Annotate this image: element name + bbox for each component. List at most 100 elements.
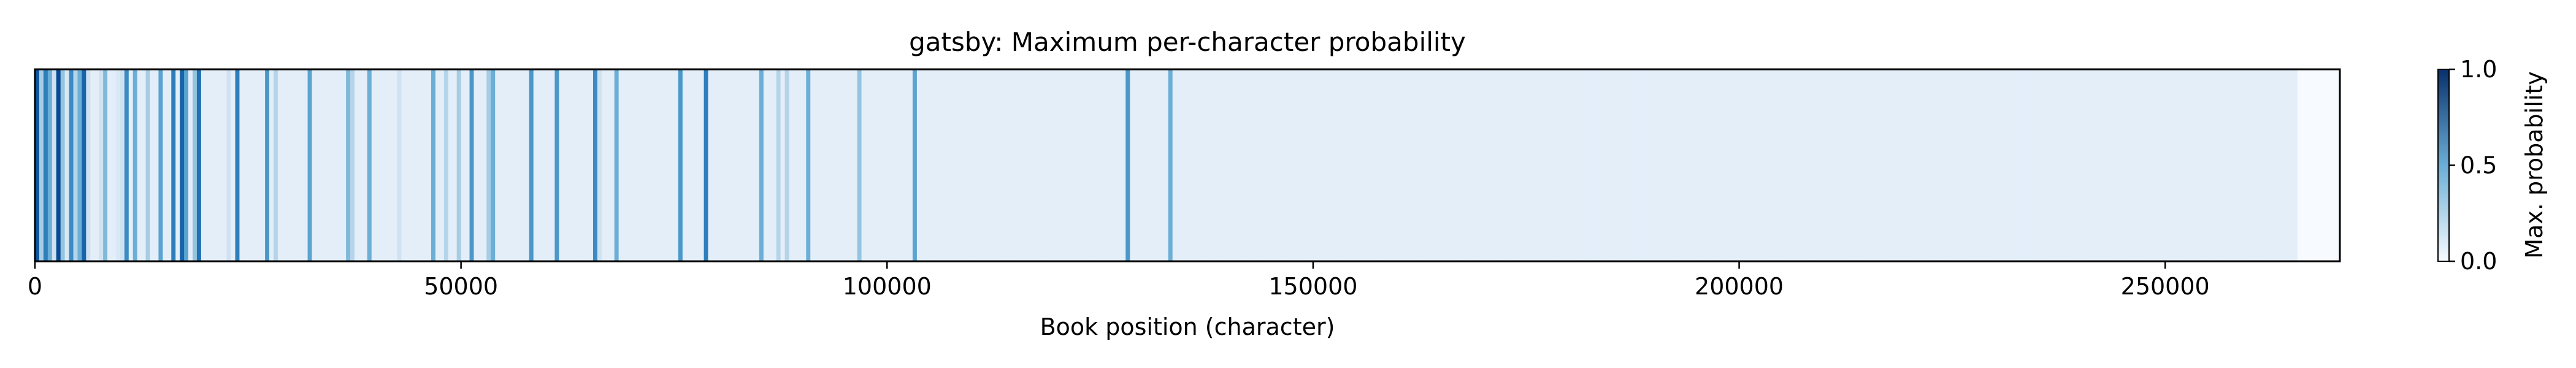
heat-strip [831,69,837,261]
heat-strip [1632,69,1638,261]
heat-strip [1019,69,1024,261]
heat-strip [1505,69,1509,261]
heat-strip [286,69,291,261]
heat-strip [2105,69,2110,261]
heat-strip [1053,69,1058,261]
heat-strip [1257,69,1262,261]
heat-strip [1296,69,1301,261]
heat-strip [2012,69,2017,261]
heat-strip [2280,69,2285,261]
heat-strip [1982,69,1987,261]
heat-strip [673,69,679,261]
heat-strip [1560,69,1565,261]
heat-strip [597,69,602,261]
heat-strip [1227,69,1233,261]
heat-strip [1539,69,1544,261]
heat-strip [252,69,257,261]
heat-strip [171,69,176,261]
heat-strip [976,69,981,261]
heat-strip [861,69,866,261]
heat-strip [776,69,781,261]
chart-title: gatsby: Maximum per-character probabilit… [909,27,1466,57]
heat-strip [418,69,423,261]
heat-strip [1211,69,1216,261]
heat-strip [1125,69,1130,261]
heat-strip [512,69,517,261]
heat-strip [572,69,577,261]
heat-strip [107,69,112,261]
heat-strip [443,69,449,261]
heat-strip [767,69,773,261]
heat-strip [1905,69,1910,261]
heat-strip [1449,69,1454,261]
heat-strip [145,69,150,261]
heat-strip [1402,69,1408,261]
heat-strip [789,69,794,261]
heat-strip [158,69,163,261]
heat-strip [605,69,611,261]
heat-strip [2084,69,2089,261]
heat-strip [1292,69,1297,261]
heat-strip [640,69,645,261]
heat-strip [439,69,445,261]
heat-strip [716,69,721,261]
heat-strip [1470,69,1476,261]
heat-strip [623,69,627,261]
heat-strip [73,69,78,261]
heat-strip [1598,69,1603,261]
heat-strip [644,69,649,261]
heat-strip [883,69,887,261]
heat-strip [86,69,91,261]
heat-strip [1006,69,1011,261]
heat-strip [815,69,819,261]
heat-strip [384,69,389,261]
heat-strip [2088,69,2093,261]
heat-strip [2122,69,2127,261]
heat-strip [682,69,688,261]
heat-strip [2067,69,2072,261]
heat-strip [592,69,598,261]
heat-strip [1232,69,1237,261]
heat-strip [1879,69,1885,261]
heat-strip [333,69,338,261]
heat-strip [1986,69,1991,261]
heat-strip [324,69,329,261]
heat-strip [1279,69,1284,261]
heat-strip [69,69,74,261]
heat-strip [2271,69,2277,261]
heat-strip [585,69,589,261]
heat-strip [1002,69,1007,261]
heat-strip [482,69,487,261]
heat-strip [1811,69,1816,261]
heat-strip [1373,69,1378,261]
heat-strip [180,69,185,261]
heat-strip [77,69,82,261]
heat-strip [1594,69,1599,261]
heat-strip [1666,69,1671,261]
heat-strip [1679,69,1684,261]
heat-strip [1590,69,1595,261]
heat-strip [1790,69,1795,261]
colorbar-axis: 0.0 0.5 1.0 [2449,56,2497,275]
heat-strip [1624,69,1629,261]
heat-strip [1083,69,1088,261]
heat-strip [1956,69,1961,261]
x-tick-label: 200000 [1695,273,1784,300]
heat-strip [1636,69,1642,261]
heat-strip [112,69,117,261]
heat-strip [712,69,717,261]
heat-strip [1360,69,1365,261]
heat-strip [380,69,385,261]
heat-strip [1462,69,1467,261]
heat-strip [491,69,496,261]
heat-strip [337,69,342,261]
heat-strip [1803,69,1808,261]
heat-strip [205,69,210,261]
heat-strip [1487,69,1492,261]
heat-strip [1032,69,1037,261]
heat-strip [878,69,883,261]
heat-strip [47,69,53,261]
heat-strip [2003,69,2008,261]
heat-strip [1577,69,1582,261]
heat-strip [1432,69,1437,261]
